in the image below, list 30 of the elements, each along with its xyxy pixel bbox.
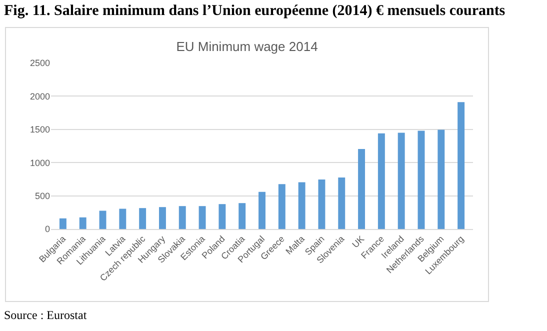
bar xyxy=(158,207,166,229)
bar xyxy=(198,206,206,229)
y-tick-label: 1500 xyxy=(30,124,50,135)
bar xyxy=(139,208,146,229)
bar xyxy=(258,192,266,229)
bar xyxy=(318,180,326,229)
bar xyxy=(418,130,425,229)
bar xyxy=(298,182,306,229)
bar xyxy=(238,203,246,229)
bar xyxy=(119,208,126,229)
bar xyxy=(99,210,106,229)
bar xyxy=(358,148,366,229)
bar xyxy=(438,130,445,229)
bar xyxy=(338,178,346,229)
source-note: Source : Eurostat xyxy=(4,308,87,323)
chart-title: Fig. 11. Salaire minimum dans l’Union européenne (2014) € mensuels courants xyxy=(4,3,506,20)
bar xyxy=(218,204,226,229)
y-tick-label: 1000 xyxy=(30,158,50,168)
bar xyxy=(378,133,385,229)
bar xyxy=(79,217,86,229)
chart-subtitle: EU Minimum wage 2014 xyxy=(176,38,318,54)
bar xyxy=(278,184,286,229)
bar xyxy=(178,206,186,229)
y-tick-label: 2000 xyxy=(30,91,50,102)
bar xyxy=(398,132,405,229)
bar xyxy=(458,102,465,229)
y-tick-label: 0 xyxy=(44,224,50,234)
y-tick-label: 500 xyxy=(34,190,50,201)
bar xyxy=(59,218,66,229)
y-tick-label: 2500 xyxy=(30,58,50,68)
